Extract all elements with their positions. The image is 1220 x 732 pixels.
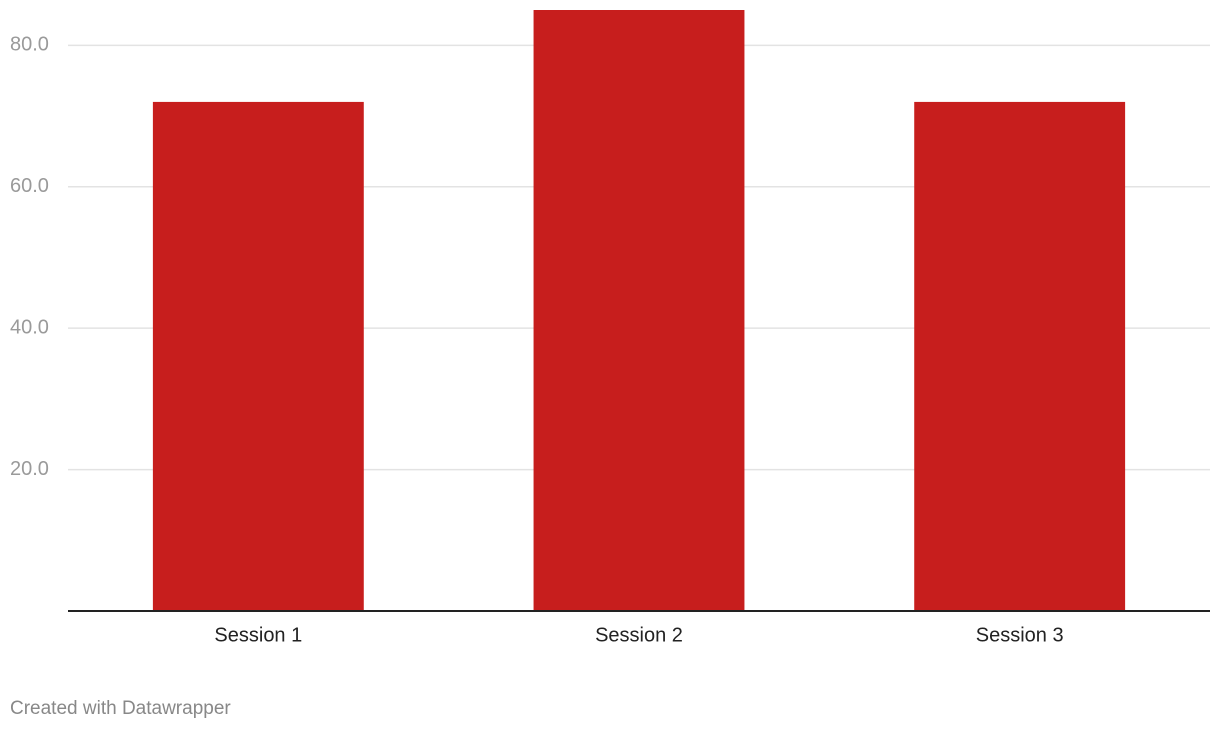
- bar: [152, 101, 364, 611]
- x-tick-label: Session 2: [595, 624, 683, 646]
- bar: [533, 10, 745, 611]
- x-tick-label: Session 1: [214, 624, 302, 646]
- footer: Created with Datawrapper: [10, 698, 231, 719]
- x-tick-label: Session 3: [976, 624, 1064, 646]
- y-tick-label: 80.0: [10, 34, 49, 56]
- y-tick-label: 20.0: [10, 458, 49, 480]
- y-tick-label: 60.0: [10, 175, 49, 197]
- bar: [914, 101, 1126, 611]
- y-tick-label: 40.0: [10, 316, 49, 338]
